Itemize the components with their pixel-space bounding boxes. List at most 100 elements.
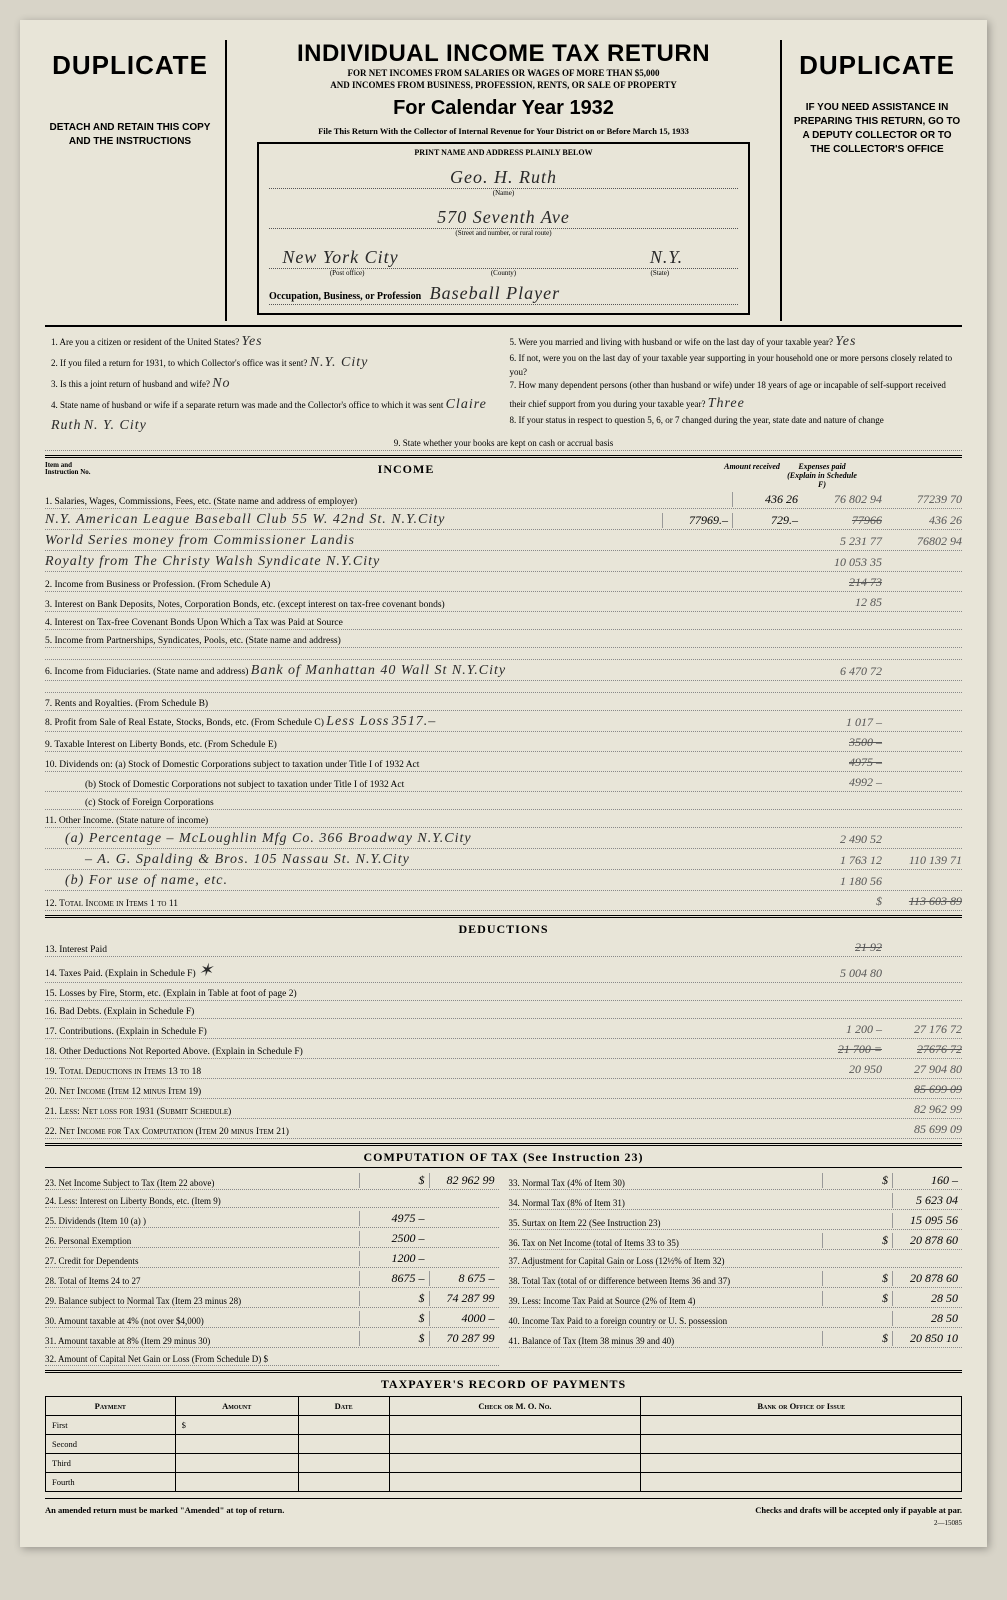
comp-40: 40. Income Tax Paid to a foreign country…	[509, 1308, 963, 1328]
margin-10a: 4975 –	[802, 755, 882, 770]
comp-39: 39. Less: Income Tax Paid at Source (2% …	[509, 1288, 963, 1308]
margin-1d: 10 053 35	[802, 555, 882, 570]
comp-26: 26. Personal Exemption2500 –	[45, 1228, 499, 1248]
pay-h2: Amount	[175, 1397, 298, 1416]
payments-title: TAXPAYER'S RECORD OF PAYMENTS	[45, 1377, 962, 1392]
ded-line-17: 17. Contributions. (Explain in Schedule …	[45, 1019, 962, 1039]
margin-1r2: 436 26	[882, 513, 962, 528]
comp-27: 27. Credit for Dependents1200 –	[45, 1248, 499, 1268]
amount-hd: Amount received	[717, 462, 787, 489]
title-block: INDIVIDUAL INCOME TAX RETURN FOR NET INC…	[225, 40, 782, 321]
state-lbl: (State)	[582, 269, 738, 277]
income-line-1a: N.Y. American League Baseball Club 55 W.…	[45, 509, 962, 530]
expenses-hd: Expenses paid (Explain in Schedule F)	[787, 462, 857, 489]
ded-line-14: 14. Taxes Paid. (Explain in Schedule F) …	[45, 957, 962, 983]
taxpayer-name: Geo. H. Ruth	[269, 167, 738, 188]
street-sublabel: (Street and number, or rural route)	[269, 229, 738, 237]
income-line-7: 7. Rents and Royalties. (From Schedule B…	[45, 693, 962, 711]
a2: N.Y. City	[310, 355, 369, 370]
q1: 1. Are you a citizen or resident of the …	[51, 331, 498, 352]
margin-2b: 12 85	[802, 595, 882, 610]
income-line-2: 2. Income from Business or Profession. (…	[45, 572, 962, 592]
state-value: N.Y.	[595, 247, 738, 268]
footer-right: Checks and drafts will be accepted only …	[755, 1505, 962, 1515]
comp-right: 33. Normal Tax (4% of Item 30)$160 – 34.…	[509, 1170, 963, 1366]
margin-1c: 5 231 77	[802, 534, 882, 549]
a4b: N. Y. City	[84, 418, 147, 433]
comp-25: 25. Dividends (Item 10 (a) )4975 –	[45, 1208, 499, 1228]
payments-table: Payment Amount Date Check or M. O. No. B…	[45, 1396, 962, 1492]
margin-2a: 214 73	[802, 575, 882, 590]
a1: Yes	[241, 334, 262, 349]
income-line-9: 9. Taxable Interest on Liberty Bonds, et…	[45, 732, 962, 752]
pay-h1: Payment	[46, 1397, 176, 1416]
income-line-5: 5. Income from Partnerships, Syndicates,…	[45, 630, 962, 648]
right-column: DUPLICATE IF YOU NEED ASSISTANCE IN PREP…	[792, 40, 962, 157]
pay-h5: Bank or Office of Issue	[641, 1397, 962, 1416]
q6: 6. If not, were you on the last day of y…	[510, 352, 957, 379]
year-line: For Calendar Year 1932	[237, 97, 770, 120]
ded-line-18: 18. Other Deductions Not Reported Above.…	[45, 1039, 962, 1059]
city-line: New York City N.Y.	[269, 247, 738, 269]
q5: 5. Were you married and living with husb…	[510, 331, 957, 352]
income-line-4: 4. Interest on Tax-free Covenant Bonds U…	[45, 612, 962, 630]
comp-31: 31. Amount taxable at 8% (Item 29 minus …	[45, 1328, 499, 1348]
pay-h4: Check or M. O. No.	[389, 1397, 641, 1416]
duplicate-left: DUPLICATE	[45, 50, 215, 81]
income-line-10c: (c) Stock of Foreign Corporations	[45, 792, 962, 810]
tax-form: DUPLICATE DETACH AND RETAIN THIS COPY AN…	[20, 20, 987, 1547]
pay-header-row: Payment Amount Date Check or M. O. No. B…	[46, 1397, 962, 1416]
post-office-lbl: (Post office)	[269, 269, 425, 277]
duplicate-right: DUPLICATE	[792, 50, 962, 81]
name-line: Geo. H. Ruth	[269, 167, 738, 189]
print-name-label: PRINT NAME AND ADDRESS PLAINLY BELOW	[269, 148, 738, 157]
deductions-title: DEDUCTIONS	[45, 922, 962, 937]
file-note: File This Return With the Collector of I…	[237, 126, 770, 136]
computation-title: COMPUTATION OF TAX (See Instruction 23)	[45, 1150, 962, 1165]
margin-1r: 77239 70	[882, 492, 962, 507]
pay-h3: Date	[298, 1397, 389, 1416]
income-line-1: 1. Salaries, Wages, Commissions, Fees, e…	[45, 489, 962, 509]
form-code: 2—15085	[45, 1519, 962, 1527]
comp-36: 36. Tax on Net Income (total of Items 33…	[509, 1230, 963, 1250]
income-line-12: 12. Total Income in Items 1 to 11 $113 6…	[45, 891, 962, 911]
comp-34: 34. Normal Tax (8% of Item 31)5 623 04	[509, 1190, 963, 1210]
income-line-5b	[45, 648, 962, 660]
header: DUPLICATE DETACH AND RETAIN THIS COPY AN…	[45, 40, 962, 321]
comp-23: 23. Net Income Subject to Tax (Item 22 a…	[45, 1170, 499, 1190]
ded-line-19: 19. Total Deductions in Items 13 to 18 2…	[45, 1059, 962, 1079]
q4: 4. State name of husband or wife if a se…	[51, 394, 498, 436]
questions-section: 1. Are you a citizen or resident of the …	[45, 325, 962, 436]
margin-8a: 1 017 –	[802, 715, 882, 730]
street-address: 570 Seventh Ave	[269, 207, 738, 228]
comp-41: 41. Balance of Tax (Item 38 minus 39 and…	[509, 1328, 963, 1348]
income-line-3: 3. Interest on Bank Deposits, Notes, Cor…	[45, 592, 962, 612]
occupation-label: Occupation, Business, or Profession	[269, 291, 421, 302]
comp-33: 33. Normal Tax (4% of Item 30)$160 –	[509, 1170, 963, 1190]
q2: 2. If you filed a return for 1931, to wh…	[51, 352, 498, 373]
computation-section: 23. Net Income Subject to Tax (Item 22 a…	[45, 1170, 962, 1366]
income-line-6: 6. Income from Fiduciaries. (State name …	[45, 660, 962, 681]
county-lbl: (County)	[425, 269, 581, 277]
comp-38: 38. Total Tax (total of or difference be…	[509, 1268, 963, 1288]
footer-note: An amended return must be marked "Amende…	[45, 1505, 962, 1515]
comp-32: 32. Amount of Capital Net Gain or Loss (…	[45, 1348, 499, 1366]
pay-row-2: Second	[46, 1435, 962, 1454]
margin-1: 76 802 94	[802, 492, 882, 507]
name-sublabel: (Name)	[269, 189, 738, 197]
income-line-11: 11. Other Income. (State nature of incom…	[45, 810, 962, 828]
income-line-1b: World Series money from Commissioner Lan…	[45, 530, 962, 551]
footer-left: An amended return must be marked "Amende…	[45, 1505, 284, 1515]
ded-line-13: 13. Interest Paid21 92	[45, 937, 962, 957]
a3: No	[212, 376, 230, 391]
pay-row-1: First$	[46, 1416, 962, 1435]
pay-row-4: Fourth	[46, 1473, 962, 1492]
income-title: INCOME	[95, 462, 717, 489]
assist-note: IF YOU NEED ASSISTANCE IN PREPARING THIS…	[792, 101, 962, 157]
ded-line-16: 16. Bad Debts. (Explain in Schedule F)	[45, 1001, 962, 1019]
income-line-11a2: – A. G. Spalding & Bros. 105 Nassau St. …	[45, 849, 962, 870]
income-line-8: 8. Profit from Sale of Real Estate, Stoc…	[45, 711, 962, 732]
detach-note: DETACH AND RETAIN THIS COPY AND THE INST…	[45, 121, 215, 149]
ded-line-21: 21. Less: Net loss for 1931 (Submit Sche…	[45, 1099, 962, 1119]
comp-37: 37. Adjustment for Capital Gain or Loss …	[509, 1250, 963, 1268]
